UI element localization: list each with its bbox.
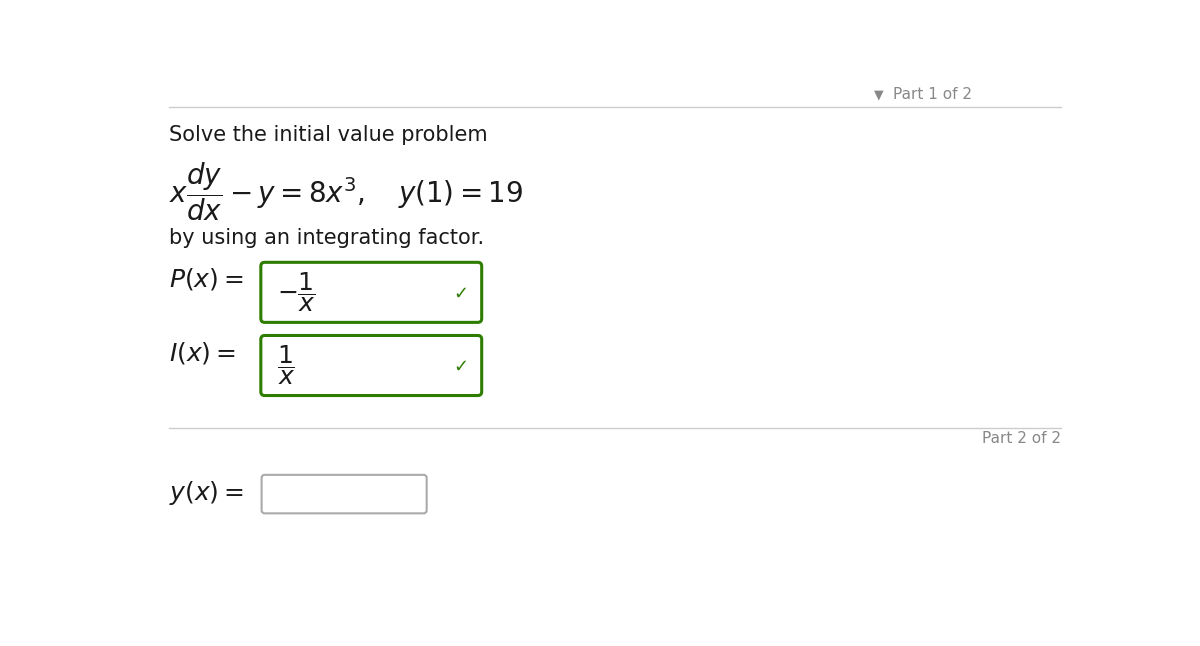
Text: $y(x) =$: $y(x) =$: [168, 479, 244, 507]
Text: Part 2 of 2: Part 2 of 2: [983, 431, 1062, 446]
FancyBboxPatch shape: [262, 475, 427, 514]
Text: $\dfrac{1}{x}$: $\dfrac{1}{x}$: [277, 344, 295, 388]
Text: by using an integrating factor.: by using an integrating factor.: [168, 229, 484, 249]
Text: ▼: ▼: [874, 88, 883, 101]
Text: $\checkmark$: $\checkmark$: [452, 357, 467, 375]
Text: Solve the initial value problem: Solve the initial value problem: [168, 125, 487, 145]
FancyBboxPatch shape: [260, 335, 481, 395]
Text: $-\dfrac{1}{x}$: $-\dfrac{1}{x}$: [277, 271, 316, 314]
Text: $I(x) =$: $I(x) =$: [168, 340, 235, 366]
Text: $x\dfrac{dy}{dx} - y = 8x^3, \quad y(1) = 19$: $x\dfrac{dy}{dx} - y = 8x^3, \quad y(1) …: [168, 161, 523, 224]
Text: $\checkmark$: $\checkmark$: [452, 284, 467, 301]
Text: Part 1 of 2: Part 1 of 2: [893, 87, 972, 102]
FancyBboxPatch shape: [260, 262, 481, 322]
Text: $P(x) =$: $P(x) =$: [168, 266, 244, 292]
